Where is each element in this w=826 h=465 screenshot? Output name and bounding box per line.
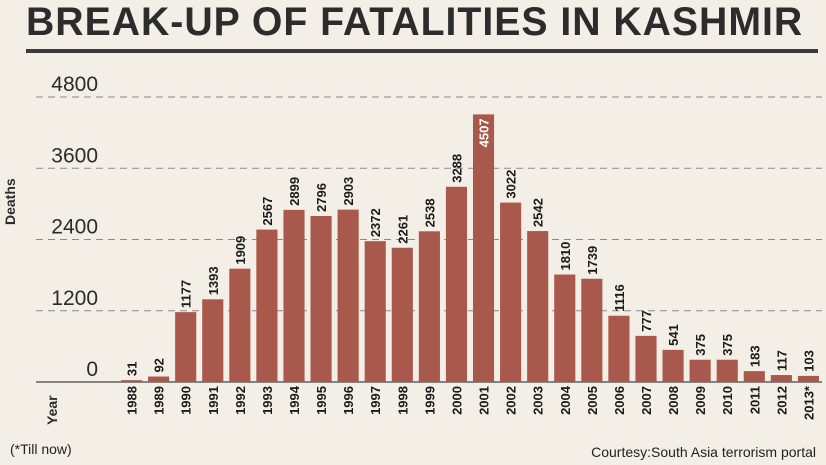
bar-value-label: 2903 xyxy=(341,177,356,206)
y-tick-label: 1200 xyxy=(51,287,98,310)
x-tick-label: 2008 xyxy=(666,386,681,415)
bar-value-label: 2372 xyxy=(368,208,383,237)
bar xyxy=(202,299,224,382)
x-tick-label: 1998 xyxy=(395,386,410,415)
bar-value-label: 1177 xyxy=(179,280,194,308)
bar-value-label: 375 xyxy=(693,334,708,356)
y-tick-label: 4800 xyxy=(51,73,98,96)
x-tick-label: 1988 xyxy=(125,386,140,415)
bar-value-label: 1909 xyxy=(233,236,248,265)
x-tick-label: 2004 xyxy=(558,385,573,415)
bar-value-label: 4507 xyxy=(477,118,492,147)
x-tick-label: 2005 xyxy=(585,386,600,415)
bar-value-label: 2899 xyxy=(287,177,302,206)
y-axis-label: Deaths xyxy=(2,178,18,225)
x-tick-label: 2013* xyxy=(801,385,816,420)
x-tick-label: 2000 xyxy=(449,386,464,415)
bar-value-label: 117 xyxy=(774,350,789,371)
x-tick-label: 1999 xyxy=(422,386,437,415)
bar xyxy=(391,247,413,382)
y-axis-ticks: 0 1200 2400 3600 4800 xyxy=(51,73,98,381)
bar xyxy=(418,231,440,382)
bar-value-label: 541 xyxy=(666,324,681,346)
x-tick-label: 1997 xyxy=(368,386,383,415)
bar xyxy=(175,312,197,382)
x-axis-label: Year xyxy=(44,395,60,425)
x-tick-label: 1996 xyxy=(341,386,356,415)
bar-value-label: 1393 xyxy=(206,266,221,295)
bar xyxy=(500,202,522,382)
bar-value-label: 2261 xyxy=(395,215,410,244)
bar xyxy=(256,229,278,382)
x-tick-label: 1990 xyxy=(179,386,194,415)
x-tick-label: 2010 xyxy=(720,386,735,415)
bar-value-label: 777 xyxy=(639,310,654,332)
bar xyxy=(229,268,251,382)
bar xyxy=(743,371,765,382)
bar-value-label: 2538 xyxy=(422,198,437,227)
bar xyxy=(337,209,359,382)
bar xyxy=(662,349,684,382)
bar xyxy=(283,209,305,382)
bar xyxy=(635,335,657,382)
bar-value-label: 183 xyxy=(747,345,762,367)
title-divider xyxy=(26,49,818,53)
chart-title: BREAK-UP OF FATALITIES IN KASHMIR xyxy=(26,0,804,44)
footnote: (*Till now) xyxy=(10,441,72,457)
bar-value-label: 1116 xyxy=(612,284,627,312)
bar-value-label: 3022 xyxy=(504,170,519,199)
bar-value-label: 375 xyxy=(720,334,735,356)
x-tick-label: 1991 xyxy=(206,386,221,415)
bar-value-label: 2796 xyxy=(314,183,329,212)
x-tick-label: 1992 xyxy=(233,386,248,415)
x-tick-label: 2001 xyxy=(477,386,492,415)
bar xyxy=(120,380,143,382)
x-tick-label: 1993 xyxy=(260,386,275,415)
bar xyxy=(770,375,792,382)
bar xyxy=(472,114,495,382)
x-tick-label: 2006 xyxy=(612,386,627,415)
x-tick-label: 2002 xyxy=(504,386,519,415)
bar xyxy=(797,375,820,382)
bar-value-label: 92 xyxy=(152,358,167,372)
bar-value-label: 3288 xyxy=(449,154,464,183)
bar xyxy=(445,186,468,382)
bar xyxy=(581,278,603,382)
x-tick-label: 2009 xyxy=(693,386,708,415)
x-axis-labels: 1988 1989 1990 1991 1992 1993 1994 1995 1996 1997… xyxy=(125,385,817,420)
bar xyxy=(310,215,332,382)
y-tick-label: 2400 xyxy=(51,216,98,239)
bar-value-label: 1739 xyxy=(585,246,600,275)
value-labels: 31 92 1177 1393 1909 2567 2899 2796 2903 2372 2261… xyxy=(125,118,817,376)
bar xyxy=(608,315,630,382)
source-credit: Courtesy:South Asia terrorism portal xyxy=(591,444,816,460)
x-tick-label: 2012 xyxy=(774,386,789,415)
bar-value-label: 31 xyxy=(125,362,140,376)
bars xyxy=(120,114,820,382)
bar xyxy=(554,274,576,382)
bar xyxy=(148,376,170,382)
x-tick-label: 1995 xyxy=(314,386,329,415)
bar-value-label: 103 xyxy=(801,350,816,372)
y-tick-label: 3600 xyxy=(51,144,98,167)
x-tick-label: 1989 xyxy=(152,386,167,415)
x-tick-label: 2011 xyxy=(747,386,762,414)
bar xyxy=(527,231,549,382)
x-tick-label: 1994 xyxy=(287,385,302,415)
bar-value-label: 2542 xyxy=(531,198,546,227)
bar xyxy=(716,359,738,382)
bar-value-label: 2567 xyxy=(260,197,275,226)
bar xyxy=(689,359,711,382)
bar-value-label: 1810 xyxy=(558,242,573,271)
x-tick-label: 2003 xyxy=(531,386,546,415)
y-tick-label: 0 xyxy=(86,358,98,381)
x-tick-label: 2007 xyxy=(639,386,654,415)
bar xyxy=(364,241,386,382)
